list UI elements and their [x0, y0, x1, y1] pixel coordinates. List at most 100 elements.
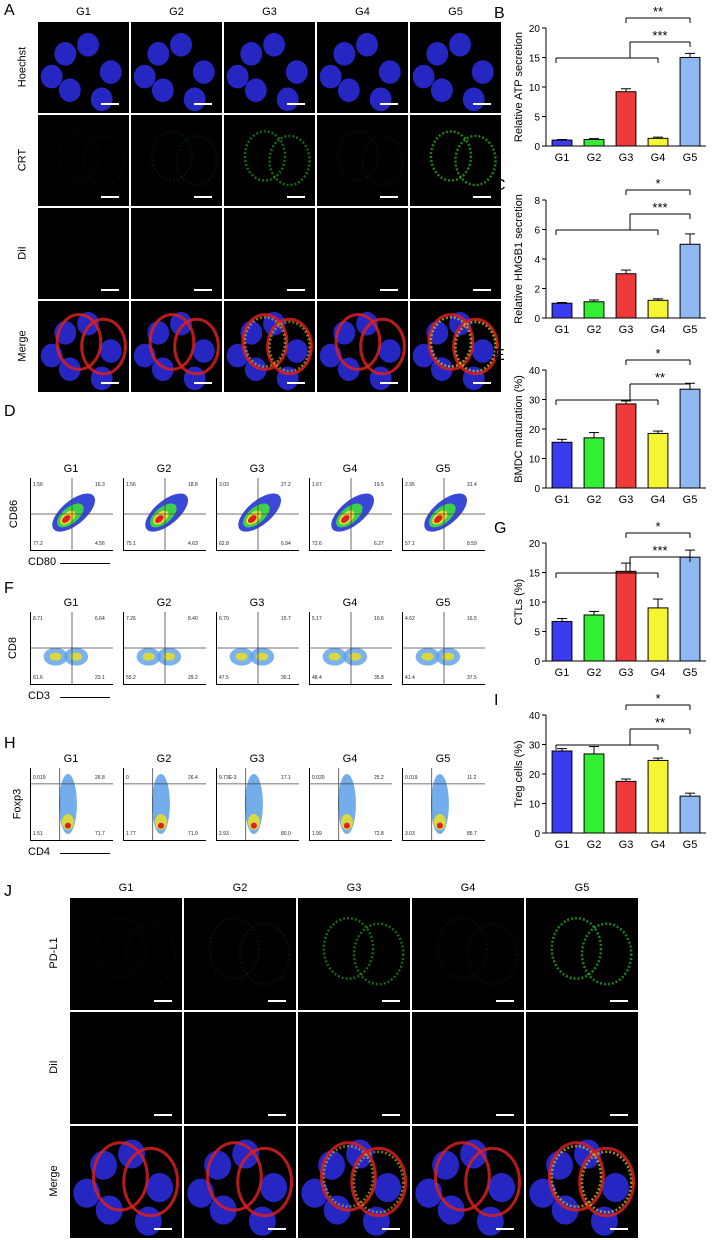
x-axis-arrow: [60, 563, 110, 564]
y-tick-label: 0: [534, 142, 540, 153]
scale-bar: [382, 1000, 400, 1002]
panel-a-header-g2: G2: [169, 6, 184, 18]
scale-bar: [380, 289, 398, 291]
bar-g3: [615, 91, 637, 147]
panel-a-header-g3: G3: [262, 6, 277, 18]
flow-density-plot: [124, 478, 206, 550]
y-tick-label: 5: [534, 628, 540, 639]
quadrant-value-ur: 27.2: [281, 482, 291, 488]
y-tick-label: 10: [529, 598, 541, 609]
panel-f-header-g2: G2: [156, 597, 172, 609]
panel-d-header-g4: G4: [342, 463, 358, 475]
scale-bar: [287, 196, 305, 198]
panel-a-crt-g3-image: [243, 130, 311, 187]
quadrant-value-ur: 10.6: [374, 616, 384, 622]
x-tick-label: G5: [683, 152, 698, 164]
scale-bar: [101, 289, 119, 291]
scale-bar: [610, 1000, 628, 1002]
y-tick-label: 6: [534, 226, 540, 237]
panel-a-cell: [224, 301, 315, 392]
y-axis-label: BMDC maturation (%): [513, 375, 525, 483]
flow-density-plot: [217, 612, 299, 684]
flow-density-plot: [31, 478, 113, 550]
quadrant-value-ur: 15.7: [281, 616, 291, 622]
y-tick-label: 30: [529, 741, 541, 752]
panel-h-flow-plot: 0.019 26.8 1.51 71.7: [30, 768, 113, 841]
quadrant-value-ul: 2.95: [405, 482, 415, 488]
panel-j-dii-g2-image: [184, 1012, 296, 1124]
y-tick-label: 0: [534, 314, 540, 325]
sig-label-top: *: [655, 691, 660, 706]
quadrant-value-ul: 0.020: [312, 774, 325, 781]
sig-label-top: **: [653, 4, 663, 19]
x-tick-label: G3: [619, 667, 634, 679]
panel-a-dii-g1-image: [38, 208, 129, 299]
bar-g4: [647, 432, 669, 489]
x-tick-label: G5: [683, 324, 698, 336]
panel-j-merge-g3-image: [301, 1139, 408, 1236]
panel-j-header-g4: G4: [460, 882, 476, 894]
panel-j-cell: [412, 898, 524, 1010]
x-axis-arrow: [60, 853, 110, 854]
panel-a-merge-g5-image: [412, 311, 499, 391]
bar-g3: [615, 273, 637, 319]
panel-f-flow-plot: 8.71 6.64 61.6 23.1: [30, 612, 113, 685]
panel-d-flow-plot: 3.03 27.2 62.8 6.94: [216, 478, 299, 551]
panel-h-header-g1: G1: [63, 753, 79, 765]
panel-h-header-g3: G3: [249, 753, 265, 765]
bar-g2: [583, 139, 605, 147]
y-tick-label: 5: [534, 113, 540, 124]
quadrant-value-lr: 8.59: [467, 541, 477, 547]
y-axis-label: Treg cells (%): [513, 740, 525, 807]
flow-density-plot: [31, 768, 113, 840]
bar-g2: [583, 437, 605, 489]
quadrant-value-ul: 6.70: [219, 616, 229, 622]
panel-a-cell: [38, 301, 129, 392]
panel-a-cell: [38, 22, 129, 113]
flow-density-plot: [31, 612, 113, 684]
panel-a-cell: [224, 22, 315, 113]
scale-bar: [610, 1114, 628, 1116]
panel-a-header-g5: G5: [448, 6, 463, 18]
panel-j-merge-g4-image: [415, 1139, 522, 1236]
quadrant-value-lr: 37.5: [467, 675, 477, 681]
panel-a-cell: [131, 22, 222, 113]
quadrant-value-ll: 72.6: [312, 541, 322, 547]
bar-g1: [551, 441, 573, 489]
sig-label-top: *: [655, 519, 660, 534]
panel-a-cell: [131, 208, 222, 299]
panel-a-crt-g5-image: [429, 130, 497, 187]
scale-bar: [194, 196, 212, 198]
y-tick-label: 10: [529, 83, 541, 94]
flow-density-plot: [403, 478, 485, 550]
scale-bar: [610, 1228, 628, 1230]
quadrant-value-ul: 1.67: [312, 482, 322, 488]
quadrant-value-lr: 72.8: [374, 831, 384, 837]
y-tick-label: 2: [534, 285, 540, 296]
bar-g4: [647, 607, 669, 662]
panel-d-x-axis-label: CD80: [28, 556, 57, 568]
quadrant-value-ll: 1.77: [126, 831, 136, 837]
quadrant-value-ll: 1.99: [312, 831, 322, 837]
bar-g3: [615, 403, 637, 489]
bar-g1: [551, 139, 573, 147]
panel-h-flow-plot: 0.020 25.2 1.99 72.8: [309, 768, 392, 841]
scale-bar: [194, 289, 212, 291]
panel-a-cell: [224, 208, 315, 299]
panel-j-header-g2: G2: [232, 882, 248, 894]
quadrant-value-lr: 71.9: [188, 831, 198, 837]
panel-letter-d: D: [4, 403, 16, 420]
flow-density-plot: [403, 768, 485, 840]
panel-j-merge-g2-image: [187, 1139, 294, 1236]
scale-bar: [380, 382, 398, 384]
flow-density-plot: [310, 612, 392, 684]
y-tick-label: 40: [529, 711, 541, 722]
quadrant-value-ur: 31.4: [467, 482, 477, 488]
quadrant-value-lr: 80.0: [281, 831, 291, 837]
scale-bar: [194, 103, 212, 105]
panel-j-row-label-merge: Merge: [48, 1165, 60, 1197]
quadrant-value-lr: 23.1: [95, 675, 105, 681]
bar-g1: [551, 750, 573, 834]
